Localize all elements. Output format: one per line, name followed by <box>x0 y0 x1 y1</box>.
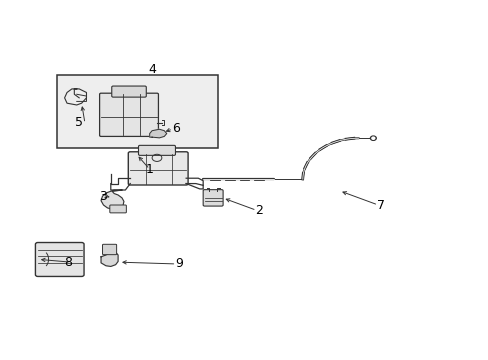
FancyBboxPatch shape <box>35 243 84 276</box>
Polygon shape <box>101 190 123 209</box>
Polygon shape <box>149 129 166 138</box>
FancyBboxPatch shape <box>110 205 126 213</box>
Text: 8: 8 <box>64 256 72 269</box>
FancyBboxPatch shape <box>102 244 116 255</box>
Circle shape <box>371 137 374 139</box>
Text: 7: 7 <box>376 198 384 212</box>
FancyBboxPatch shape <box>100 93 158 136</box>
FancyBboxPatch shape <box>112 86 146 97</box>
FancyBboxPatch shape <box>203 190 223 206</box>
Text: 4: 4 <box>148 63 156 76</box>
Polygon shape <box>101 252 118 266</box>
FancyBboxPatch shape <box>128 152 188 185</box>
Text: 9: 9 <box>175 257 183 270</box>
Circle shape <box>370 136 375 140</box>
Text: 2: 2 <box>255 204 263 217</box>
Bar <box>57 75 217 148</box>
Text: 5: 5 <box>75 116 83 129</box>
Text: 1: 1 <box>145 163 153 176</box>
Text: 3: 3 <box>100 190 107 203</box>
Text: 6: 6 <box>172 122 180 135</box>
FancyBboxPatch shape <box>138 145 175 156</box>
